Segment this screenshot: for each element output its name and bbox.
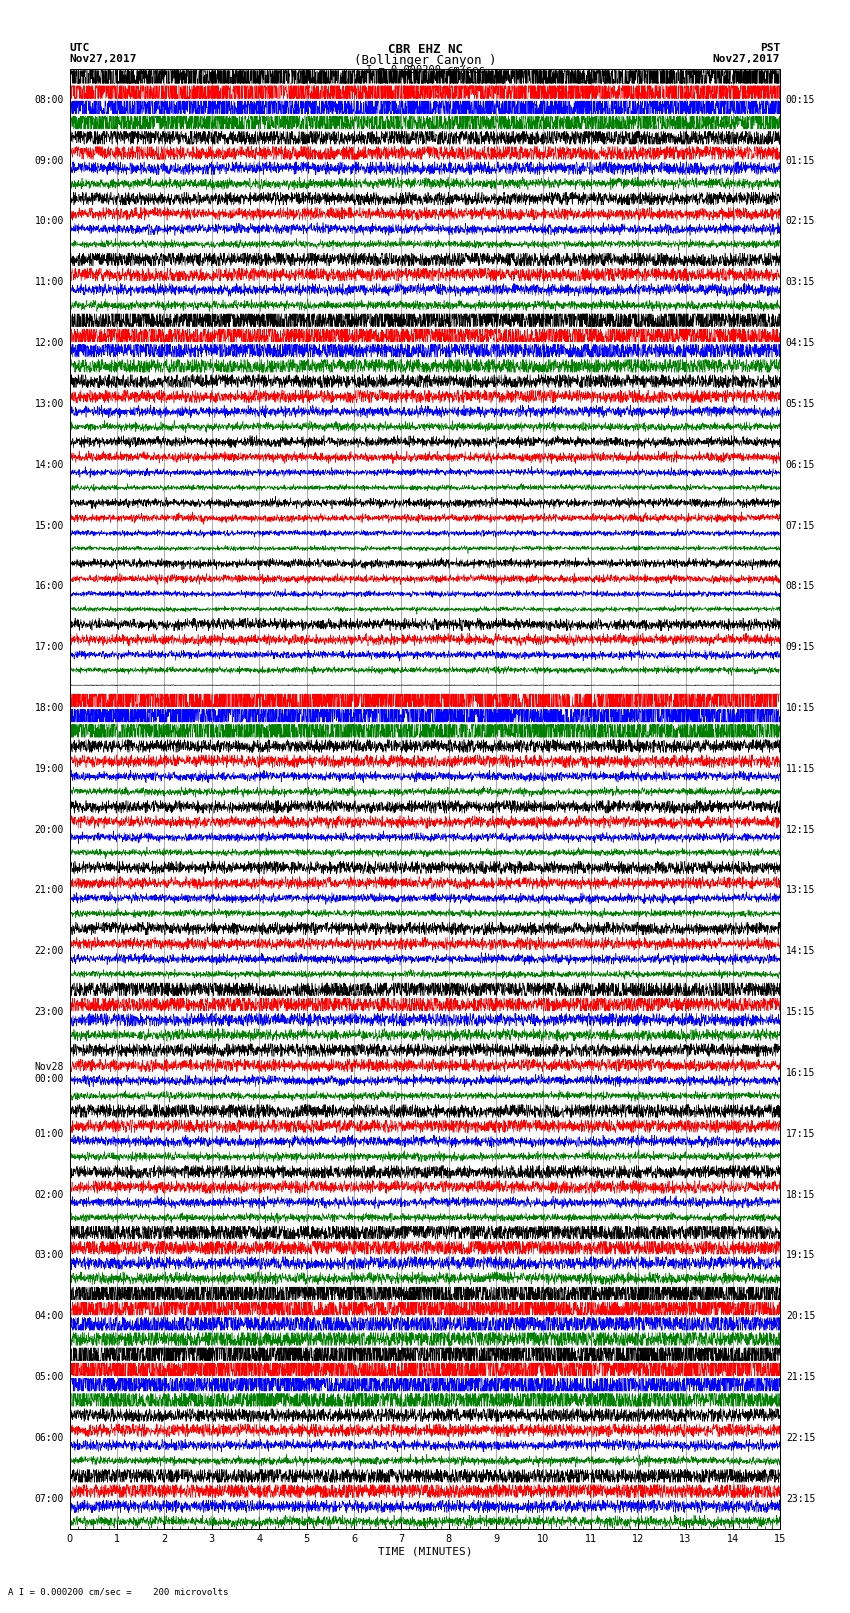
Text: 11:00: 11:00 bbox=[35, 277, 64, 287]
Text: 15:00: 15:00 bbox=[35, 521, 64, 531]
Text: 06:15: 06:15 bbox=[786, 460, 815, 469]
Text: 21:00: 21:00 bbox=[35, 886, 64, 895]
Text: 13:15: 13:15 bbox=[786, 886, 815, 895]
Text: 19:15: 19:15 bbox=[786, 1250, 815, 1260]
Text: PST: PST bbox=[760, 44, 780, 53]
Text: 15:15: 15:15 bbox=[786, 1007, 815, 1018]
Text: 08:00: 08:00 bbox=[35, 95, 64, 105]
Text: 18:00: 18:00 bbox=[35, 703, 64, 713]
Text: 22:15: 22:15 bbox=[786, 1432, 815, 1444]
Text: 19:00: 19:00 bbox=[35, 765, 64, 774]
Text: 14:15: 14:15 bbox=[786, 947, 815, 957]
Text: Nov27,2017: Nov27,2017 bbox=[70, 53, 137, 65]
Text: 00:15: 00:15 bbox=[786, 95, 815, 105]
Text: I = 0.000200 cm/sec: I = 0.000200 cm/sec bbox=[366, 65, 484, 76]
Text: 07:15: 07:15 bbox=[786, 521, 815, 531]
Text: 10:15: 10:15 bbox=[786, 703, 815, 713]
Text: 16:15: 16:15 bbox=[786, 1068, 815, 1077]
Text: 03:00: 03:00 bbox=[35, 1250, 64, 1260]
Text: 18:15: 18:15 bbox=[786, 1190, 815, 1200]
Text: 12:00: 12:00 bbox=[35, 339, 64, 348]
Text: 01:15: 01:15 bbox=[786, 155, 815, 166]
Text: Nov27,2017: Nov27,2017 bbox=[713, 53, 780, 65]
Text: 06:00: 06:00 bbox=[35, 1432, 64, 1444]
Text: Nov28
00:00: Nov28 00:00 bbox=[35, 1061, 64, 1084]
Text: (Bollinger Canyon ): (Bollinger Canyon ) bbox=[354, 53, 496, 68]
Text: 11:15: 11:15 bbox=[786, 765, 815, 774]
Text: 01:00: 01:00 bbox=[35, 1129, 64, 1139]
Text: A I = 0.000200 cm/sec =    200 microvolts: A I = 0.000200 cm/sec = 200 microvolts bbox=[8, 1587, 229, 1597]
Text: 02:15: 02:15 bbox=[786, 216, 815, 226]
Text: 21:15: 21:15 bbox=[786, 1373, 815, 1382]
Text: 23:15: 23:15 bbox=[786, 1494, 815, 1503]
Text: 08:15: 08:15 bbox=[786, 581, 815, 592]
Text: 20:15: 20:15 bbox=[786, 1311, 815, 1321]
Text: 20:00: 20:00 bbox=[35, 824, 64, 834]
Text: 04:15: 04:15 bbox=[786, 339, 815, 348]
Text: 07:00: 07:00 bbox=[35, 1494, 64, 1503]
Text: 05:00: 05:00 bbox=[35, 1373, 64, 1382]
Text: 03:15: 03:15 bbox=[786, 277, 815, 287]
Text: 17:15: 17:15 bbox=[786, 1129, 815, 1139]
Text: 14:00: 14:00 bbox=[35, 460, 64, 469]
Text: 09:00: 09:00 bbox=[35, 155, 64, 166]
Text: 22:00: 22:00 bbox=[35, 947, 64, 957]
Text: 05:15: 05:15 bbox=[786, 398, 815, 408]
X-axis label: TIME (MINUTES): TIME (MINUTES) bbox=[377, 1547, 473, 1557]
Text: 09:15: 09:15 bbox=[786, 642, 815, 652]
Text: 04:00: 04:00 bbox=[35, 1311, 64, 1321]
Text: 02:00: 02:00 bbox=[35, 1190, 64, 1200]
Text: 17:00: 17:00 bbox=[35, 642, 64, 652]
Text: 13:00: 13:00 bbox=[35, 398, 64, 408]
Text: UTC: UTC bbox=[70, 44, 90, 53]
Text: 12:15: 12:15 bbox=[786, 824, 815, 834]
Text: 16:00: 16:00 bbox=[35, 581, 64, 592]
Text: CBR EHZ NC: CBR EHZ NC bbox=[388, 44, 462, 56]
Text: 23:00: 23:00 bbox=[35, 1007, 64, 1018]
Text: 10:00: 10:00 bbox=[35, 216, 64, 226]
